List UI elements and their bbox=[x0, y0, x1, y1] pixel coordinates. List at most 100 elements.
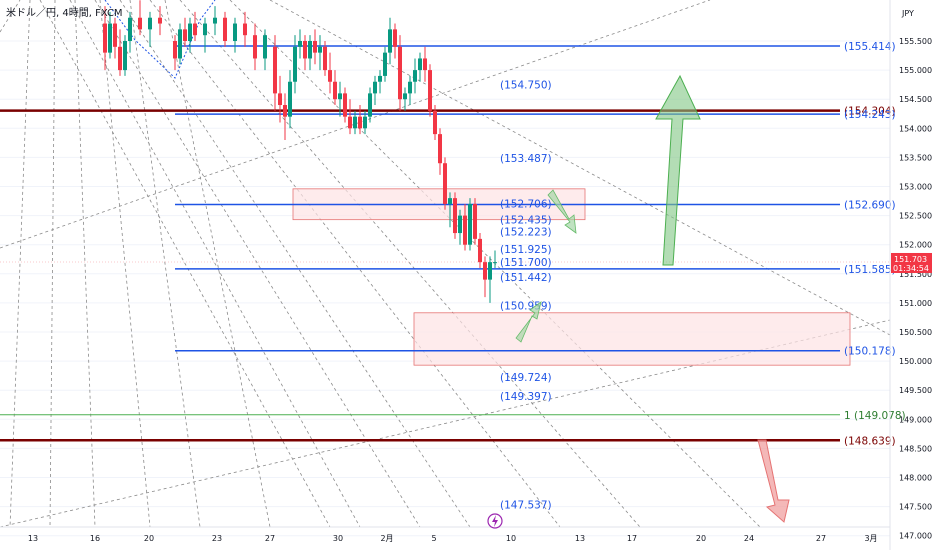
candle-body bbox=[423, 58, 427, 71]
candle-body bbox=[188, 23, 192, 41]
x-tick-label: 13 bbox=[575, 534, 585, 543]
candle-body bbox=[428, 70, 432, 111]
y-tick-label: 154.500 bbox=[899, 95, 932, 104]
y-tick-label: 148.500 bbox=[899, 444, 932, 453]
x-tick-label: 17 bbox=[627, 534, 637, 543]
candle-body bbox=[478, 238, 482, 263]
y-tick-label: 154.000 bbox=[899, 124, 932, 133]
time-axis[interactable]: 13 16 20 23 27 30 2月 5 10 13 17 20 24 27 3月 bbox=[0, 526, 890, 543]
candle-body bbox=[278, 93, 282, 106]
fan-line bbox=[129, 0, 201, 528]
y-tick-label: 150.500 bbox=[899, 328, 932, 337]
candle-body bbox=[433, 110, 437, 135]
candle-body bbox=[233, 23, 237, 41]
candle-body bbox=[463, 215, 467, 245]
level-label: (154.304) bbox=[844, 106, 896, 118]
candle-body bbox=[103, 23, 107, 53]
candle-body bbox=[273, 46, 277, 94]
candle-body bbox=[393, 29, 397, 47]
candle-body bbox=[123, 41, 127, 71]
current-price-countdown: 01:34:54 bbox=[893, 264, 929, 273]
y-tick-label: 155.500 bbox=[899, 37, 932, 46]
candle-body bbox=[488, 262, 492, 280]
candles bbox=[103, 0, 497, 303]
candle-body bbox=[113, 23, 117, 47]
y-tick-label: 147.500 bbox=[899, 503, 932, 512]
fib-level-label: (152.223) bbox=[500, 227, 552, 239]
candle-body bbox=[203, 23, 207, 36]
candle-body bbox=[148, 17, 152, 30]
candle-body bbox=[343, 93, 347, 117]
candle-body bbox=[448, 198, 452, 204]
candle-body bbox=[108, 23, 112, 53]
y-tick-label: 153.500 bbox=[899, 153, 932, 162]
grid bbox=[0, 40, 890, 537]
candle-body bbox=[418, 58, 422, 71]
y-tick-label: 149.500 bbox=[899, 386, 932, 395]
candle-body bbox=[468, 203, 472, 245]
candle-body bbox=[383, 52, 387, 76]
small-down-arrow bbox=[547, 189, 577, 234]
level-label: (148.639) bbox=[844, 435, 896, 447]
candle-body bbox=[438, 134, 442, 164]
level-label: (152.690) bbox=[844, 200, 896, 212]
candle-body bbox=[283, 105, 287, 117]
candle-body bbox=[213, 17, 217, 24]
candle-body bbox=[243, 23, 247, 36]
candle-body bbox=[363, 116, 367, 129]
fib-level-label: (152.706) bbox=[500, 199, 552, 211]
trend-line bbox=[0, 0, 711, 249]
fib-labels: (154.750) (153.487) (152.706) (152.435)(152… bbox=[500, 80, 552, 512]
candle-body bbox=[403, 93, 407, 100]
x-tick-label: 2月 bbox=[380, 534, 393, 543]
fib-level-label: (153.487) bbox=[500, 153, 552, 165]
currency-label: JPY bbox=[901, 9, 914, 18]
candle-body bbox=[128, 17, 132, 41]
fib-level-label: (150.959) bbox=[500, 300, 552, 312]
candle-body bbox=[158, 17, 162, 24]
candle-body bbox=[483, 262, 487, 280]
tradingview-logo-icon[interactable] bbox=[487, 513, 503, 529]
x-tick-label: 24 bbox=[744, 534, 754, 543]
y-tick-label: 150.000 bbox=[899, 357, 932, 366]
current-price-value: 151.703 bbox=[894, 255, 927, 264]
y-tick-label: 149.000 bbox=[899, 415, 932, 424]
candle-body bbox=[368, 93, 372, 117]
arrows bbox=[515, 74, 790, 523]
candle-body bbox=[443, 163, 447, 204]
fib-level-label: (149.397) bbox=[500, 391, 552, 403]
candle-body bbox=[298, 41, 302, 47]
fib-level-label: (151.442) bbox=[500, 272, 552, 284]
price-axis[interactable]: 155.500 155.000 154.500 154.000 153.500 153.0… bbox=[889, 0, 932, 550]
candle-body bbox=[338, 93, 342, 100]
fan-line bbox=[39, 0, 331, 528]
fan-line bbox=[94, 0, 421, 528]
y-tick-label: 152.000 bbox=[899, 241, 932, 250]
down-arrow bbox=[757, 439, 790, 523]
fib-level-label: (151.925) bbox=[500, 244, 552, 256]
supply-demand-zone bbox=[413, 312, 851, 366]
fib-level-label: (151.700) bbox=[500, 257, 552, 269]
y-tick-label: 148.000 bbox=[899, 474, 932, 483]
x-tick-label: 27 bbox=[265, 534, 275, 543]
candle-body bbox=[358, 116, 362, 129]
x-tick-label: 5 bbox=[431, 534, 436, 543]
level-label: (151.585) bbox=[844, 264, 896, 276]
candle-body bbox=[263, 35, 267, 59]
chart-title: 米ドル／円, 4時間, FXCM bbox=[6, 6, 123, 19]
candle-body bbox=[398, 46, 402, 100]
x-tick-label: 23 bbox=[212, 534, 222, 543]
candle-body bbox=[223, 17, 227, 41]
zigzag-line bbox=[104, 0, 216, 79]
level-label: 1 (149.078) bbox=[844, 410, 906, 422]
x-tick-label: 10 bbox=[506, 534, 516, 543]
trend-line bbox=[0, 319, 891, 528]
candle-body bbox=[173, 41, 177, 59]
fib-level-label: (152.435) bbox=[500, 214, 552, 226]
x-tick-label: 20 bbox=[696, 534, 706, 543]
candle-body bbox=[453, 198, 457, 234]
candle-body bbox=[493, 262, 497, 264]
x-tick-label: 30 bbox=[333, 534, 343, 543]
